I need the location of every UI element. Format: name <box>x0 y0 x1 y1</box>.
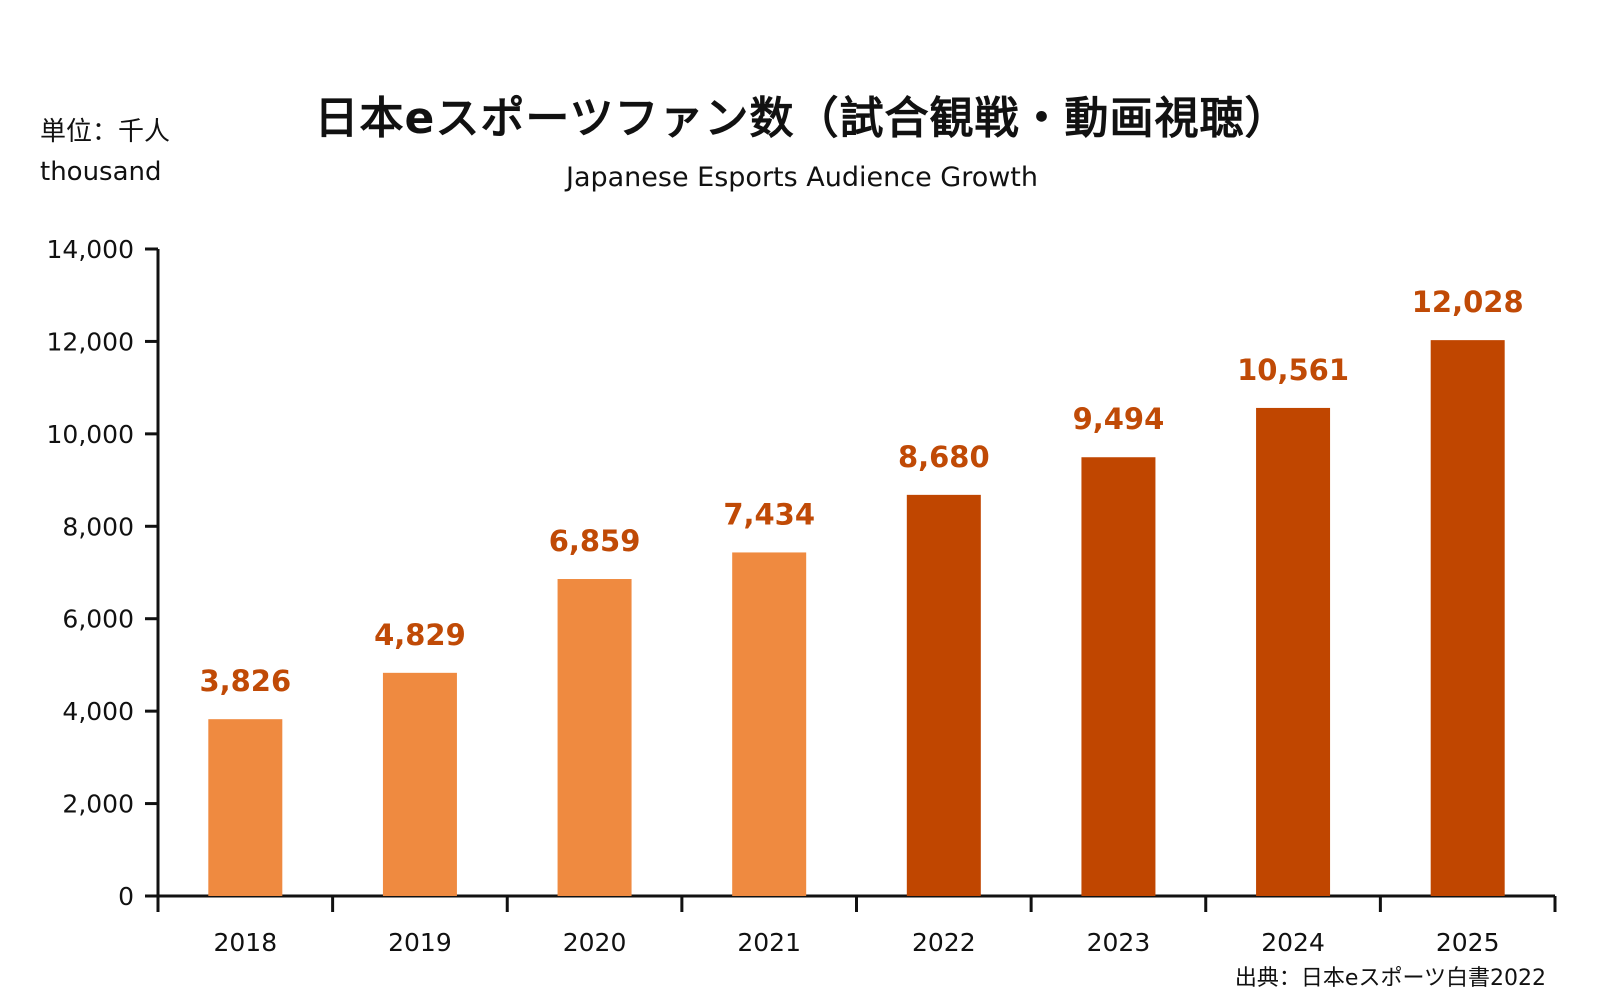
unit-label-en: thousand <box>40 157 162 187</box>
y-tick-label: 10,000 <box>47 420 134 449</box>
y-tick-label: 0 <box>118 882 134 911</box>
bar-2023 <box>1081 457 1156 896</box>
data-label-2022: 8,680 <box>898 440 990 474</box>
data-label-2019: 4,829 <box>374 618 466 652</box>
chart-title: 日本eスポーツファン数（試合観戦・動画視聴） <box>314 93 1290 144</box>
y-tick-label: 2,000 <box>62 790 134 819</box>
y-tick-label: 14,000 <box>47 235 134 264</box>
bar-2019 <box>382 672 457 896</box>
unit-label-jp: 単位：千人 <box>40 117 171 147</box>
data-label-2018: 3,826 <box>199 664 291 698</box>
unit-note: 単位：千人 thousand <box>40 112 170 192</box>
x-tick-label-2024: 2024 <box>1261 928 1325 957</box>
data-label-2025: 12,028 <box>1412 285 1524 319</box>
bar-2022 <box>906 494 981 896</box>
chart-subtitle: Japanese Esports Audience Growth <box>565 162 1038 193</box>
x-tick-label-2020: 2020 <box>563 928 627 957</box>
bar-2020 <box>557 579 632 896</box>
y-tick-label: 4,000 <box>62 697 134 726</box>
x-tick-label-2023: 2023 <box>1087 928 1151 957</box>
bar-2025 <box>1430 340 1505 896</box>
x-tick-label-2019: 2019 <box>388 928 452 957</box>
y-tick-label: 6,000 <box>62 605 134 634</box>
y-tick-label: 12,000 <box>47 327 134 356</box>
bar-2021 <box>732 552 807 896</box>
data-label-2020: 6,859 <box>549 524 641 558</box>
x-tick-label-2018: 2018 <box>214 928 278 957</box>
x-tick-label-2021: 2021 <box>737 928 801 957</box>
x-tick-label-2022: 2022 <box>912 928 976 957</box>
x-tick-label-2025: 2025 <box>1436 928 1500 957</box>
data-label-2023: 9,494 <box>1073 402 1165 436</box>
bar-2024 <box>1256 407 1331 896</box>
y-tick-label: 8,000 <box>62 512 134 541</box>
data-label-2024: 10,561 <box>1237 353 1349 387</box>
data-label-2021: 7,434 <box>723 497 815 531</box>
bar-2018 <box>208 719 283 896</box>
source-note: 出典：日本eスポーツ白書2022 <box>1234 966 1546 991</box>
